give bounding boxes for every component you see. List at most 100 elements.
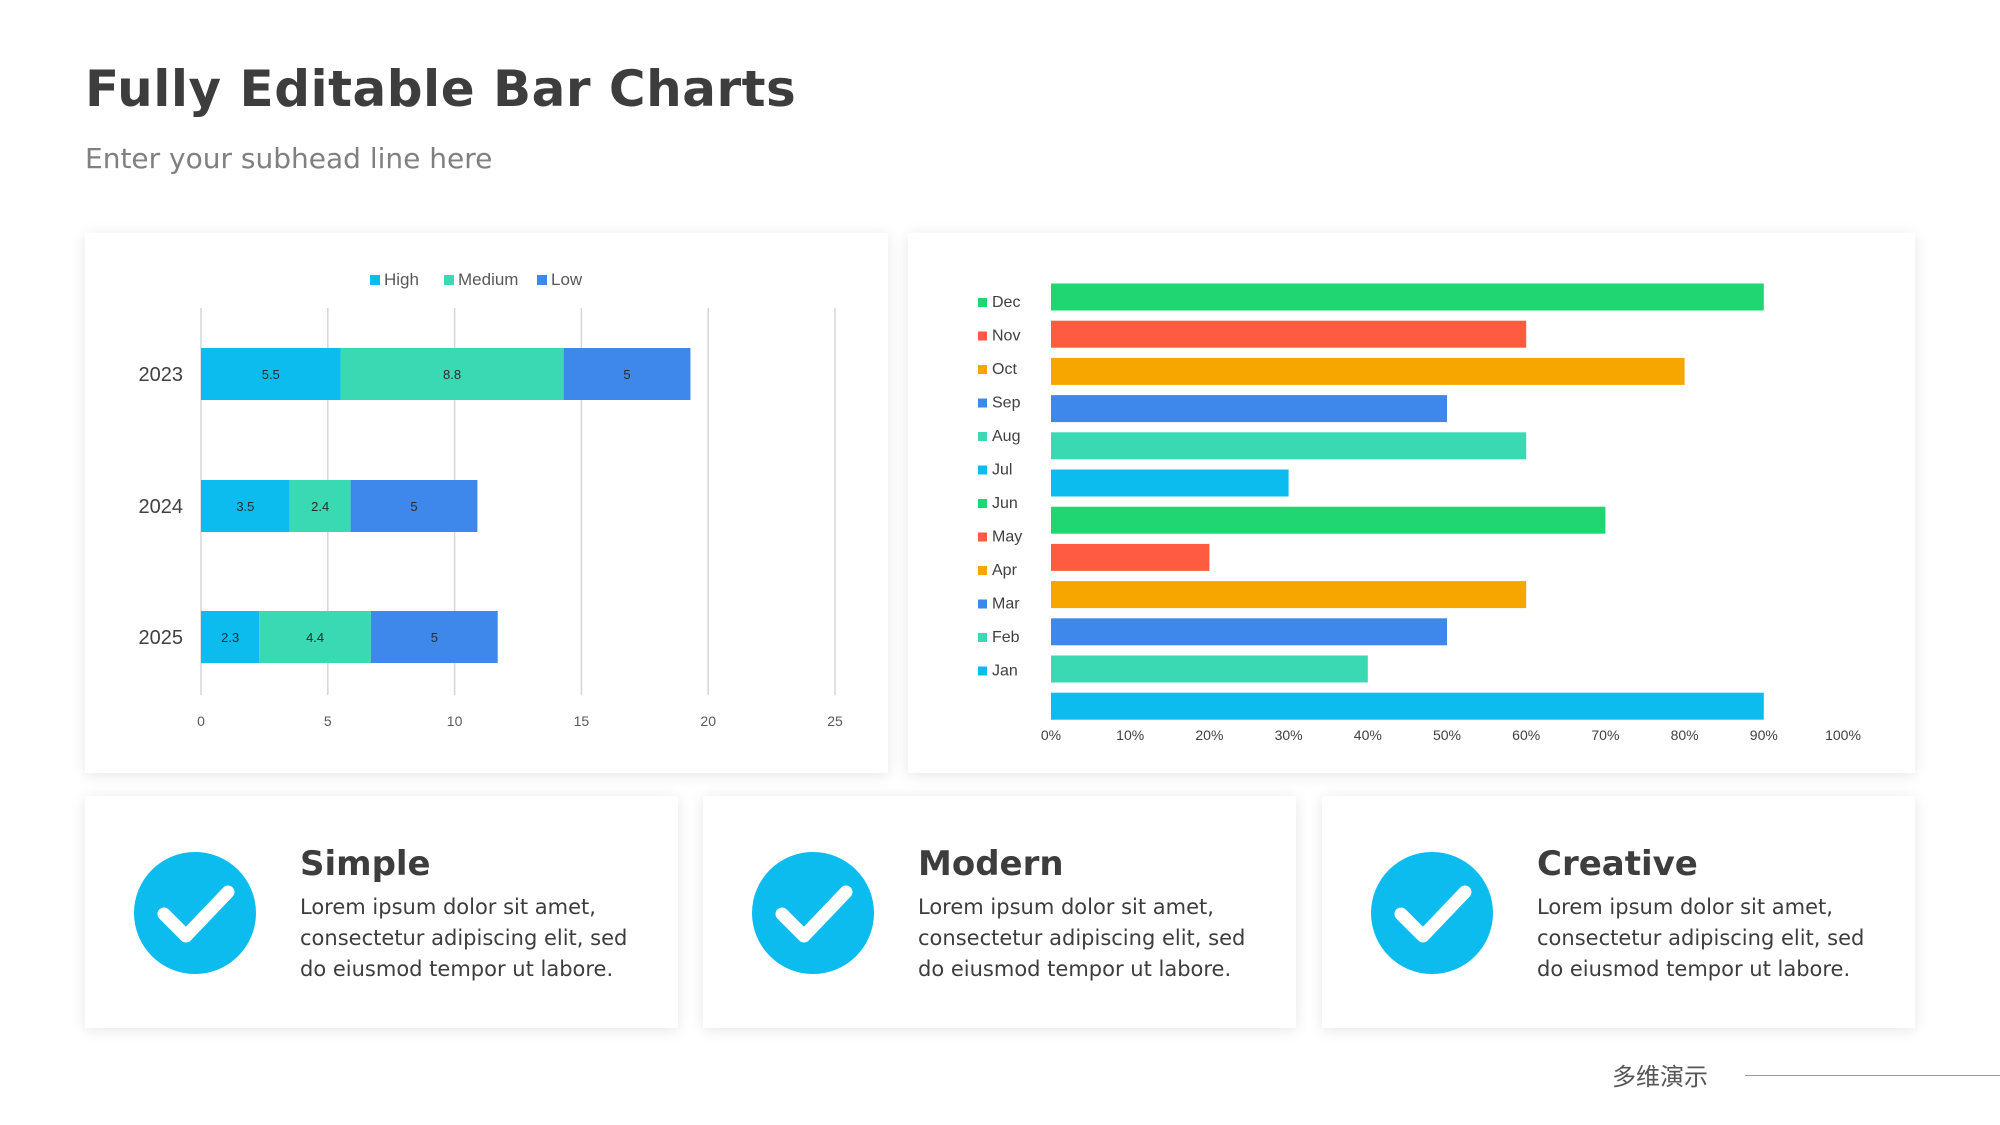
bar-segment [201, 348, 341, 400]
bar [1051, 395, 1447, 423]
bar-segment [350, 480, 478, 532]
bar [1051, 581, 1527, 609]
data-label: 4.4 [306, 630, 324, 645]
feature-body: Lorem ipsum dolor sit amet, consectetur … [1537, 895, 1865, 981]
legend-swatch [537, 275, 547, 285]
bar [1051, 692, 1764, 720]
bar [1051, 432, 1527, 460]
footer-divider [1745, 1075, 2000, 1076]
feature-title: Modern [918, 844, 1064, 884]
legend-label: Sep [992, 395, 1021, 412]
check-circle-icon [1371, 852, 1493, 974]
legend-label: High [384, 270, 419, 289]
bar-segment [201, 611, 260, 663]
x-tick-label: 100% [1825, 727, 1861, 743]
check-circle-icon [752, 852, 874, 974]
data-label: 8.8 [443, 367, 461, 382]
category-label: 2025 [139, 627, 184, 649]
data-label: 3.5 [236, 499, 254, 514]
bar-segment [563, 348, 691, 400]
x-tick-label: 0 [197, 713, 205, 729]
x-tick-label: 20% [1195, 727, 1223, 743]
legend-swatch [444, 275, 454, 285]
legend-label: Medium [458, 270, 518, 289]
monthly-bar-chart: Dec Nov Oct Sep Aug Jul Jun May Apr Mar Feb Jan 0% 10… [978, 283, 1861, 743]
bar [1051, 543, 1210, 571]
data-label: 5 [410, 499, 417, 514]
legend-label: Jun [992, 495, 1018, 512]
legend-swatch [978, 666, 987, 676]
bar [1051, 506, 1606, 534]
bar [1051, 618, 1447, 646]
bar-segment [370, 611, 498, 663]
bar [1051, 283, 1764, 311]
stacked-bar-chart-card: 0 5 10 15 20 25 High Medium Low 2023 5.5 8.8 5 2024 3.… [85, 233, 888, 773]
x-tick-label: 10% [1116, 727, 1144, 743]
x-tick-label: 30% [1275, 727, 1303, 743]
check-circle-icon [134, 852, 256, 974]
legend-swatch [978, 499, 987, 508]
x-tick-label: 5 [324, 713, 332, 729]
bar-segment [201, 480, 290, 532]
x-tick-label: 15 [574, 713, 590, 729]
x-tick-label: 0% [1041, 727, 1061, 743]
x-tick-label: 20 [700, 713, 716, 729]
legend-label: Aug [992, 428, 1020, 445]
legend-label: Jul [992, 462, 1012, 479]
legend-swatch [978, 398, 987, 408]
x-tick-label: 40% [1354, 727, 1382, 743]
legend-swatch [978, 365, 987, 374]
legend-label: May [992, 529, 1022, 546]
legend-swatch [978, 432, 987, 441]
legend-swatch [978, 532, 987, 542]
legend-swatch [978, 633, 987, 642]
bar-segment [289, 480, 351, 532]
x-tick-label: 90% [1750, 727, 1778, 743]
legend-label: Feb [992, 629, 1020, 646]
feature-card-modern: Modern Lorem ipsum dolor sit amet, conse… [703, 796, 1296, 1028]
legend-label: Apr [992, 562, 1018, 579]
legend-label: Oct [992, 361, 1017, 378]
x-tick-label: 70% [1591, 727, 1619, 743]
bar-segment [340, 348, 564, 400]
legend-swatch [978, 331, 987, 341]
legend-label: Mar [992, 596, 1020, 613]
feature-title: Simple [300, 844, 431, 884]
x-tick-label: 50% [1433, 727, 1461, 743]
data-label: 2.3 [221, 630, 239, 645]
legend-label: Nov [992, 328, 1020, 345]
legend-label: Low [551, 270, 583, 289]
feature-body: Lorem ipsum dolor sit amet, consectetur … [918, 895, 1246, 981]
x-tick-label: 25 [827, 713, 843, 729]
legend-label: Dec [992, 294, 1020, 311]
page-subhead: Enter your subhead line here [85, 142, 493, 175]
data-label: 5.5 [262, 367, 280, 382]
bar-segment [259, 611, 371, 663]
x-tick-label: 60% [1512, 727, 1540, 743]
bar [1051, 320, 1527, 348]
bar [1051, 469, 1289, 497]
legend-swatch [978, 298, 987, 307]
feature-card-creative: Creative Lorem ipsum dolor sit amet, con… [1322, 796, 1915, 1028]
legend-swatch [978, 599, 987, 609]
data-label: 5 [431, 630, 438, 645]
data-label: 5 [623, 367, 630, 382]
legend-swatch [370, 275, 380, 285]
legend-swatch [978, 566, 987, 575]
x-tick-label: 10 [447, 713, 463, 729]
legend-swatch [978, 465, 987, 475]
x-tick-label: 80% [1671, 727, 1699, 743]
feature-title: Creative [1537, 844, 1698, 884]
data-label: 2.4 [311, 499, 329, 514]
category-label: 2024 [139, 496, 184, 518]
feature-body: Lorem ipsum dolor sit amet, consectetur … [300, 895, 628, 981]
page-title: Fully Editable Bar Charts [85, 60, 797, 118]
category-label: 2023 [139, 364, 184, 386]
bar [1051, 357, 1685, 385]
bar [1051, 655, 1368, 683]
brand-text: 多维演示 [1612, 1063, 1708, 1091]
feature-card-simple: Simple Lorem ipsum dolor sit amet, conse… [85, 796, 678, 1028]
legend-label: Jan [992, 663, 1018, 680]
monthly-bar-chart-card: Dec Nov Oct Sep Aug Jul Jun May Apr Mar Feb Jan 0% 10… [908, 233, 1915, 773]
